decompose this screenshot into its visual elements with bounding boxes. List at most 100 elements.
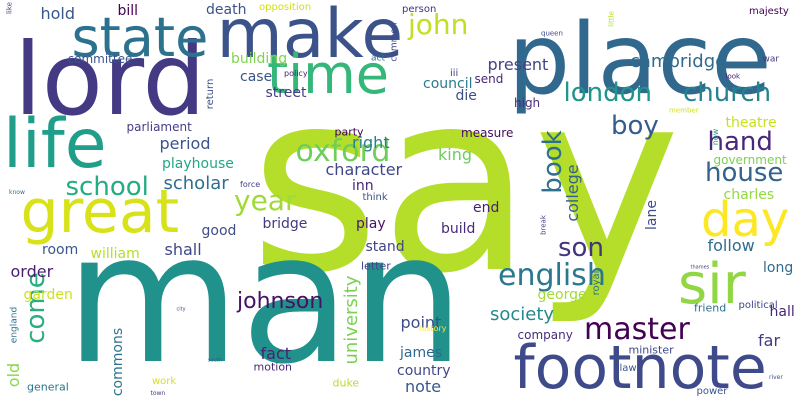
word-man: man [65,195,465,400]
word-know: know [9,189,25,196]
word-send: send [474,72,504,86]
word-end: end [473,200,500,216]
word-political: political [738,300,778,311]
word-country: country [397,363,451,379]
word-scholar: scholar [163,173,229,194]
word-right: right [352,133,390,152]
word-like: like [5,1,14,15]
word-case: case [240,69,273,85]
word-build: build [441,221,476,237]
word-far: far [758,331,781,350]
word-great: great [20,177,180,247]
word-come: come [20,272,51,344]
word-george: george [537,287,587,303]
word-school: school [65,172,149,202]
word-lane: lane [643,200,660,230]
word-good: good [201,223,237,239]
word-minister: minister [628,343,674,357]
word-person: person [402,4,437,15]
word-duke: duke [332,376,360,390]
word-church: church [683,78,772,108]
word-son: son [558,233,604,263]
word-high: high [514,96,541,110]
word-house: house [705,158,784,188]
word-war: war [762,54,780,65]
word-die: die [455,88,477,104]
word-year: year [234,184,297,217]
word-hall: hall [769,304,795,320]
word-death: death [206,2,247,18]
word-life: life [3,105,107,184]
word-boy: boy [611,111,659,141]
word-make: make [216,0,404,74]
word-college: college [563,164,583,222]
word-john: john [408,8,469,41]
word-look: look [725,72,741,81]
word-council: council [423,76,473,92]
word-city: city [176,306,186,313]
word-break: break [539,215,548,235]
word-cambridge: cambridge [630,51,727,72]
word-act: act [371,53,385,64]
word-river: river [769,374,783,381]
word-society: society [490,304,555,325]
word-motion: motion [253,360,293,374]
word-parliament: parliament [126,120,192,134]
word-long: long [763,260,794,276]
word-theatre: theatre [725,115,777,131]
word-government: government [713,153,787,167]
word-point: point [400,313,442,332]
word-garden: garden [23,287,73,303]
word-work: work [152,376,177,387]
word-say: say [249,37,681,328]
word-sir: sir [678,252,746,317]
word-common: common [389,22,400,62]
word-king: king [438,145,473,164]
word-bridge: bridge [262,216,308,232]
word-master: master [584,312,690,347]
word-charles: charles [723,187,775,203]
word-present: present [487,55,549,74]
word-university: university [341,275,363,365]
word-shall: shall [164,240,202,259]
word-period: period [159,134,211,153]
word-hand: hand [707,127,773,157]
word-party: party [334,125,364,139]
word-company: company [517,328,573,342]
word-thames: thames [690,264,710,271]
word-inn: inn [352,178,374,194]
word-time: time [267,43,390,106]
word-committee: committee [67,52,133,66]
word-english: english [498,258,606,293]
word-stand: stand [365,239,405,255]
word-majesty: majesty [749,6,789,17]
word-new: new [710,128,720,146]
word-note: note [405,377,442,396]
word-policy: policy [284,69,308,78]
word-force: force [240,180,261,189]
word-oxford: oxford [295,134,391,169]
word-town: town [150,390,166,397]
word-room: room [42,242,79,258]
word-queen: queen [541,29,563,38]
word-day: day [701,192,790,248]
word-play: play [356,216,386,232]
word-footnote: footnote [513,333,767,400]
word-iii: iii [450,68,459,79]
word-old: old [4,362,24,388]
word-letter: letter [361,259,391,273]
word-playhouse: playhouse [162,156,234,172]
word-south: south [208,357,222,364]
word-character: character [325,160,403,179]
word-power: power [696,386,728,397]
word-member: member [669,106,699,115]
word-law: law [619,363,637,374]
word-history: history [419,324,447,333]
word-building: building [231,51,288,67]
word-commons: commons [110,327,127,397]
word-measure: measure [461,126,514,140]
word-follow: follow [707,236,755,255]
word-little: little [607,11,616,27]
word-bill: bill [117,3,139,19]
word-hold: hold [40,4,76,23]
